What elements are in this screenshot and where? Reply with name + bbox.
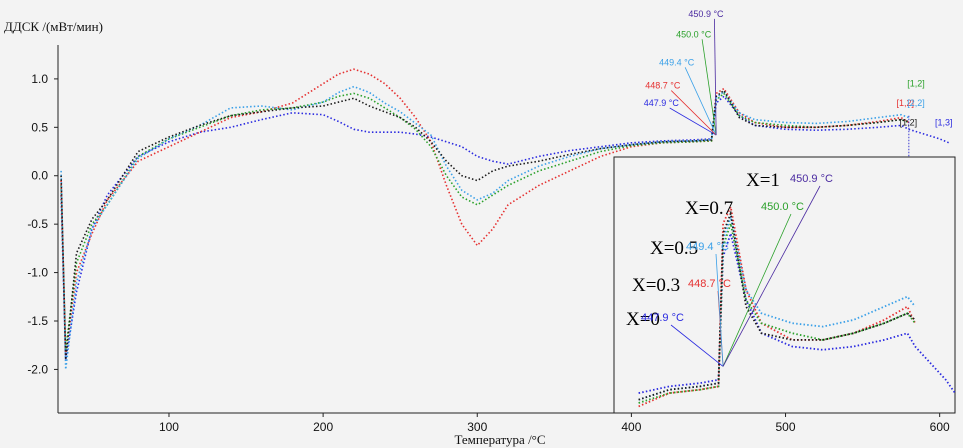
y-axis-title: ДДСК /(мВт/мин) xyxy=(4,19,103,34)
inset-temp-label: 447.9 °C xyxy=(641,312,684,324)
y-tick-label: 0.5 xyxy=(31,120,48,134)
annotation-label: 450.9 °C xyxy=(688,9,724,19)
inset-series-line xyxy=(638,210,916,401)
x-tick-label: 200 xyxy=(313,420,333,434)
inset-leader xyxy=(715,253,724,367)
x-tick-label: 600 xyxy=(930,420,950,434)
x-tick-label: 100 xyxy=(159,420,179,434)
inset-x-label: X=1 xyxy=(746,170,780,191)
series-line xyxy=(60,92,910,351)
inset-series-line xyxy=(638,203,916,408)
x-tick-label: 400 xyxy=(621,420,641,434)
annotation-leader xyxy=(669,107,717,136)
series-end-label: [2,2] xyxy=(907,98,925,108)
series-end-label: [1,2] xyxy=(907,79,925,89)
annotation-label: 450.0 °C xyxy=(676,29,712,39)
inset-series-line xyxy=(638,213,916,401)
annotation-label: 447.9 °C xyxy=(644,98,680,108)
y-tick-label: -1.0 xyxy=(27,266,48,280)
y-tick-label: -2.0 xyxy=(27,362,48,376)
series-line xyxy=(60,68,910,356)
annotation-leader xyxy=(670,90,717,136)
series-end-label: [1,2] xyxy=(897,98,915,108)
x-tick-label: 300 xyxy=(467,420,487,434)
inset-temp-label: 450.9 °C xyxy=(790,173,833,185)
x-axis-title: Температура /°C xyxy=(454,432,545,447)
y-tick-label: -0.5 xyxy=(27,217,48,231)
inset-x-label: X=0 xyxy=(626,309,660,330)
inset-series-line xyxy=(638,230,956,394)
annotation-leader xyxy=(701,39,717,136)
annotation-label: 448.7 °C xyxy=(645,81,681,91)
axes: 1.0 0.5 0.0 -0.5 -1.0 -1.5 -2.0 100 200 300 400 500… xyxy=(27,45,952,434)
inset-series-line xyxy=(638,219,916,404)
series-end-label: [1,3] xyxy=(935,117,953,127)
x-tick-label: 500 xyxy=(776,420,796,434)
y-tick-label: 0.0 xyxy=(31,169,48,183)
y-tick-label: -1.5 xyxy=(27,314,48,328)
series-layer xyxy=(60,68,950,370)
inset-leader xyxy=(722,185,821,367)
inset-x-label: X=0.7 xyxy=(685,198,733,219)
inset-leader xyxy=(670,324,724,367)
annotation-leader xyxy=(684,67,717,136)
y-tick-label: 1.0 xyxy=(31,72,48,86)
series-line xyxy=(60,89,909,360)
series-line xyxy=(60,95,950,360)
inset-frame xyxy=(613,156,956,414)
inset-x-label: X=0.3 xyxy=(632,275,680,296)
inset-temp-label: 449.4 °C xyxy=(686,241,729,253)
inset-temp-label: 448.7 °C xyxy=(688,278,731,290)
annotation-layer: 447.9 °C 448.7 °C 449.4 °C 450.0 °C 450.9 °C… xyxy=(644,9,953,157)
inset-x-label: X=0.5 xyxy=(650,238,698,259)
inset-leader xyxy=(722,213,792,367)
annotation-label: 449.4 °C xyxy=(659,57,695,67)
inset-temp-label: 450.0 °C xyxy=(761,201,804,213)
annotation-leader xyxy=(714,18,717,136)
